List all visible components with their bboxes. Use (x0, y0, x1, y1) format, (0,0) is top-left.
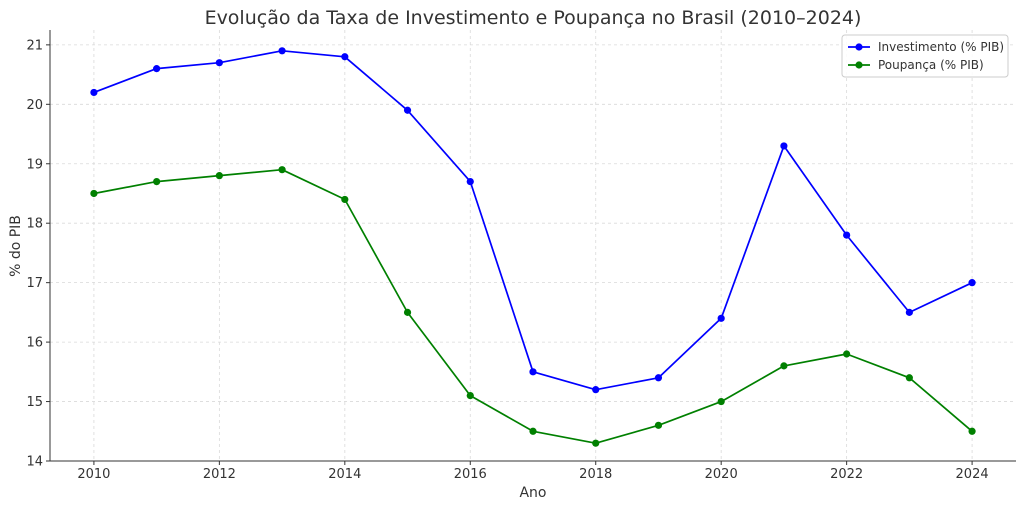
data-point (90, 189, 98, 198)
x-tick-label: 2012 (203, 467, 236, 482)
data-point (843, 231, 851, 239)
x-tick-label: 2022 (830, 467, 863, 482)
x-axis-label: Ano (519, 485, 546, 501)
data-point (153, 65, 161, 73)
grid-lines (50, 30, 1016, 462)
data-point (717, 314, 725, 322)
legend-label: Poupança (% PIB) (878, 58, 984, 72)
data-point (968, 427, 976, 435)
series-line-1 (93, 168, 973, 445)
data-point (153, 177, 161, 186)
data-point (592, 439, 600, 447)
data-point (466, 392, 474, 400)
data-point (905, 374, 913, 382)
y-tick-label: 16 (26, 336, 43, 351)
data-point (278, 47, 286, 55)
x-tick-label: 2020 (705, 467, 738, 482)
data-point (341, 53, 349, 61)
data-point (529, 427, 537, 435)
y-tick-label: 17 (26, 276, 43, 291)
y-tick-label: 15 (26, 395, 43, 410)
data-point (215, 172, 223, 180)
data-point (780, 362, 788, 370)
data-point (780, 142, 788, 150)
data-point (529, 368, 537, 376)
legend-box (841, 34, 1009, 78)
x-tick-label: 2024 (956, 467, 989, 482)
legend-marker (855, 61, 863, 69)
data-point (403, 106, 412, 114)
y-axis-label: % do PIB (8, 215, 24, 277)
x-tick-label: 2016 (454, 467, 487, 482)
data-point (717, 397, 725, 406)
legend-marker (855, 43, 863, 51)
series-line-0 (93, 49, 973, 391)
legend: Investimento (% PIB) Poupança (% PIB) (841, 34, 1009, 78)
y-tick-label: 19 (26, 157, 43, 172)
series-layer (90, 47, 976, 447)
data-point (341, 195, 349, 204)
y-tick-label: 21 (26, 38, 43, 53)
chart-title: Evolução da Taxa de Investimento e Poupa… (205, 7, 862, 29)
data-point (843, 350, 851, 358)
data-point (403, 308, 412, 316)
data-point (592, 386, 600, 394)
data-point (968, 279, 976, 287)
legend-label: Investimento (% PIB) (878, 40, 1004, 54)
data-point (278, 166, 286, 174)
data-point (90, 88, 98, 97)
y-tick-label: 18 (26, 217, 43, 232)
data-point (905, 308, 913, 316)
axes: 2010 2012 2014 2016 2018 2020 2022 202414151617… (26, 30, 1016, 482)
data-point (466, 177, 474, 186)
data-point (654, 374, 663, 382)
y-tick-label: 20 (26, 98, 43, 113)
x-tick-label: 2010 (77, 467, 110, 482)
data-point (654, 421, 663, 429)
x-tick-label: 2018 (579, 467, 612, 482)
x-tick-label: 2014 (328, 467, 361, 482)
data-point (215, 59, 223, 67)
y-tick-label: 14 (26, 455, 43, 470)
